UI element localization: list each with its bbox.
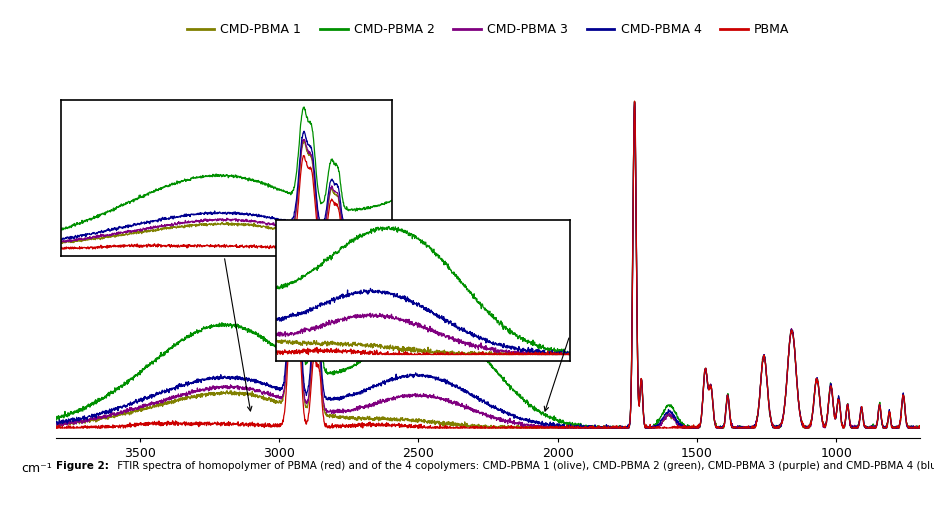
PBMA xyxy=(355,421,366,427)
CMD-PBMA 1 xyxy=(343,414,354,420)
CMD-PBMA 3 xyxy=(75,417,86,423)
CMD-PBMA 3 xyxy=(629,99,640,105)
CMD-PBMA 3 xyxy=(644,425,656,431)
CMD-PBMA 2 xyxy=(132,372,143,378)
CMD-PBMA 2 xyxy=(914,425,926,431)
PBMA xyxy=(343,422,354,428)
CMD-PBMA 2 xyxy=(75,406,86,412)
CMD-PBMA 4 xyxy=(629,99,640,105)
Text: Figure 2:: Figure 2: xyxy=(56,461,109,471)
CMD-PBMA 3 xyxy=(355,404,366,411)
CMD-PBMA 1 xyxy=(131,407,142,413)
CMD-PBMA 4 xyxy=(722,394,733,400)
PBMA xyxy=(131,420,142,426)
CMD-PBMA 1 xyxy=(355,416,366,422)
CMD-PBMA 1 xyxy=(914,423,926,430)
CMD-PBMA 2 xyxy=(344,365,355,371)
Legend: CMD-PBMA 1, CMD-PBMA 2, CMD-PBMA 3, CMD-PBMA 4, PBMA: CMD-PBMA 1, CMD-PBMA 2, CMD-PBMA 3, CMD-… xyxy=(182,18,794,41)
CMD-PBMA 4 xyxy=(75,416,86,422)
CMD-PBMA 1 xyxy=(644,425,656,431)
CMD-PBMA 2 xyxy=(50,415,62,421)
CMD-PBMA 3 xyxy=(50,421,62,427)
CMD-PBMA 2 xyxy=(629,98,640,104)
CMD-PBMA 4 xyxy=(355,391,366,397)
CMD-PBMA 2 xyxy=(723,395,734,401)
Line: CMD-PBMA 4: CMD-PBMA 4 xyxy=(56,102,920,428)
CMD-PBMA 4 xyxy=(50,419,62,425)
CMD-PBMA 3 xyxy=(914,423,926,429)
PBMA xyxy=(722,393,733,399)
PBMA xyxy=(914,425,926,431)
CMD-PBMA 1 xyxy=(629,98,640,104)
CMD-PBMA 1 xyxy=(50,421,62,427)
CMD-PBMA 1 xyxy=(914,425,926,431)
Line: CMD-PBMA 1: CMD-PBMA 1 xyxy=(56,101,920,428)
CMD-PBMA 4 xyxy=(131,399,142,405)
PBMA xyxy=(75,424,86,430)
Text: FTIR spectra of homopolymer of PBMA (red) and of the 4 copolymers: CMD-PBMA 1 (o: FTIR spectra of homopolymer of PBMA (red… xyxy=(114,461,934,471)
CMD-PBMA 4 xyxy=(913,425,925,431)
PBMA xyxy=(50,425,62,431)
PBMA xyxy=(629,98,640,104)
Line: CMD-PBMA 3: CMD-PBMA 3 xyxy=(56,102,920,428)
Text: cm⁻¹: cm⁻¹ xyxy=(21,462,51,475)
CMD-PBMA 4 xyxy=(644,425,656,431)
CMD-PBMA 3 xyxy=(722,395,733,401)
CMD-PBMA 4 xyxy=(914,425,926,431)
Line: PBMA: PBMA xyxy=(56,101,920,428)
CMD-PBMA 3 xyxy=(343,407,354,413)
Line: CMD-PBMA 2: CMD-PBMA 2 xyxy=(56,101,920,428)
CMD-PBMA 2 xyxy=(356,358,367,365)
CMD-PBMA 3 xyxy=(131,406,142,412)
CMD-PBMA 1 xyxy=(722,392,733,398)
CMD-PBMA 2 xyxy=(644,424,656,431)
PBMA xyxy=(914,424,926,431)
CMD-PBMA 1 xyxy=(75,419,86,425)
PBMA xyxy=(644,424,656,431)
CMD-PBMA 4 xyxy=(343,393,354,399)
CMD-PBMA 3 xyxy=(913,425,925,431)
